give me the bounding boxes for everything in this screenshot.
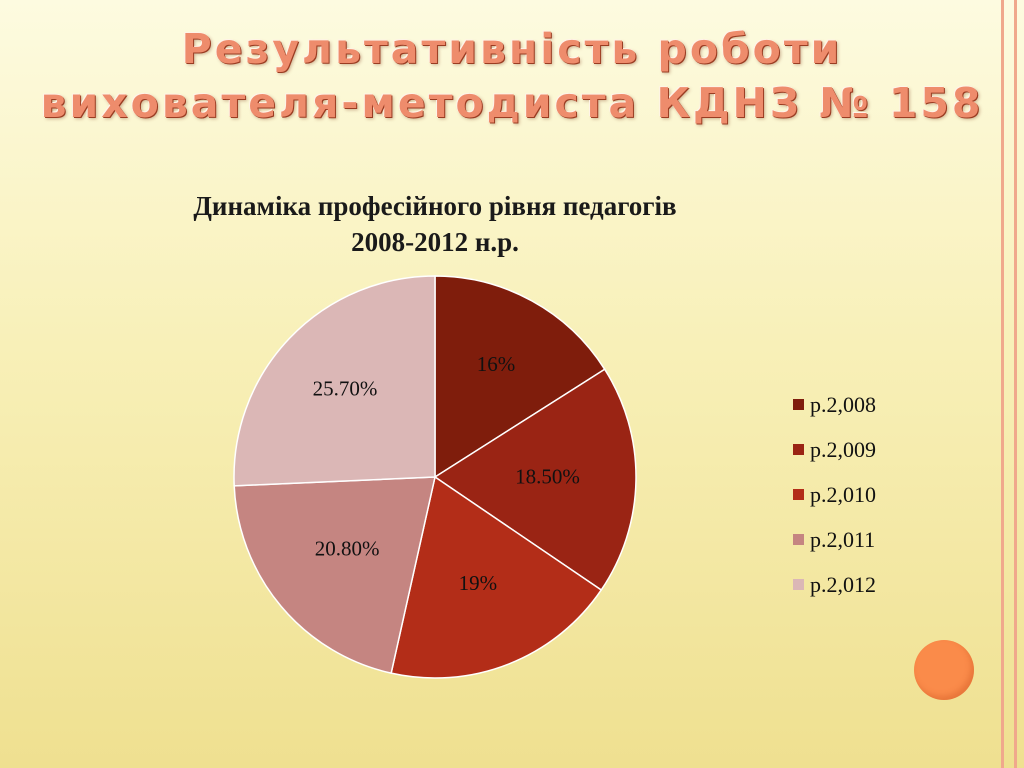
chart-title-line-1: Динаміка професійного рівня педагогів	[193, 191, 677, 221]
right-decor-rule-outer	[1001, 0, 1004, 768]
legend-label-5: р.2,012	[810, 571, 876, 597]
pie-slice-4	[233, 476, 436, 675]
legend-item-4: р.2,011	[793, 517, 876, 562]
pie-slice-2	[433, 368, 637, 592]
legend-item-3: р.2,010	[793, 472, 876, 517]
legend-label-1: р.2,008	[810, 391, 876, 417]
legend-label-4: р.2,011	[810, 526, 876, 552]
legend-swatch-5	[793, 579, 804, 590]
pie-slice-label-4: 20.80%	[315, 536, 380, 560]
pie-slice-label-3: 19%	[459, 571, 498, 595]
chart-legend: р.2,008 р.2,009 р.2,010 р.2,011 р.2,012	[793, 382, 876, 607]
legend-item-2: р.2,009	[793, 427, 876, 472]
right-decor-rule-inner	[1014, 0, 1017, 768]
pie-slice-label-2: 18.50%	[515, 465, 580, 489]
legend-swatch-4	[793, 534, 804, 545]
slide-title: Результативність роботи вихователя-метод…	[0, 22, 1024, 130]
orange-circle-decoration	[914, 640, 974, 700]
legend-item-1: р.2,008	[793, 382, 876, 427]
chart-title: Динаміка професійного рівня педагогів 20…	[120, 188, 750, 260]
chart-title-line-2: 2008-2012 н.р.	[351, 227, 519, 257]
legend-swatch-3	[793, 489, 804, 500]
legend-swatch-2	[793, 444, 804, 455]
pie-slice-label-5: 25.70%	[313, 377, 378, 401]
legend-swatch-1	[793, 399, 804, 410]
pie-slice-label-1: 16%	[477, 352, 516, 376]
slide-title-line-1: Результативність роботи	[181, 25, 843, 73]
legend-label-2: р.2,009	[810, 436, 876, 462]
pie-slice-1	[434, 275, 606, 479]
pie-slice-5	[233, 275, 436, 487]
legend-label-3: р.2,010	[810, 481, 876, 507]
pie-slice-3	[390, 475, 603, 679]
legend-item-5: р.2,012	[793, 562, 876, 607]
slide-title-line-2: вихователя-методиста КДНЗ № 158	[40, 79, 984, 127]
